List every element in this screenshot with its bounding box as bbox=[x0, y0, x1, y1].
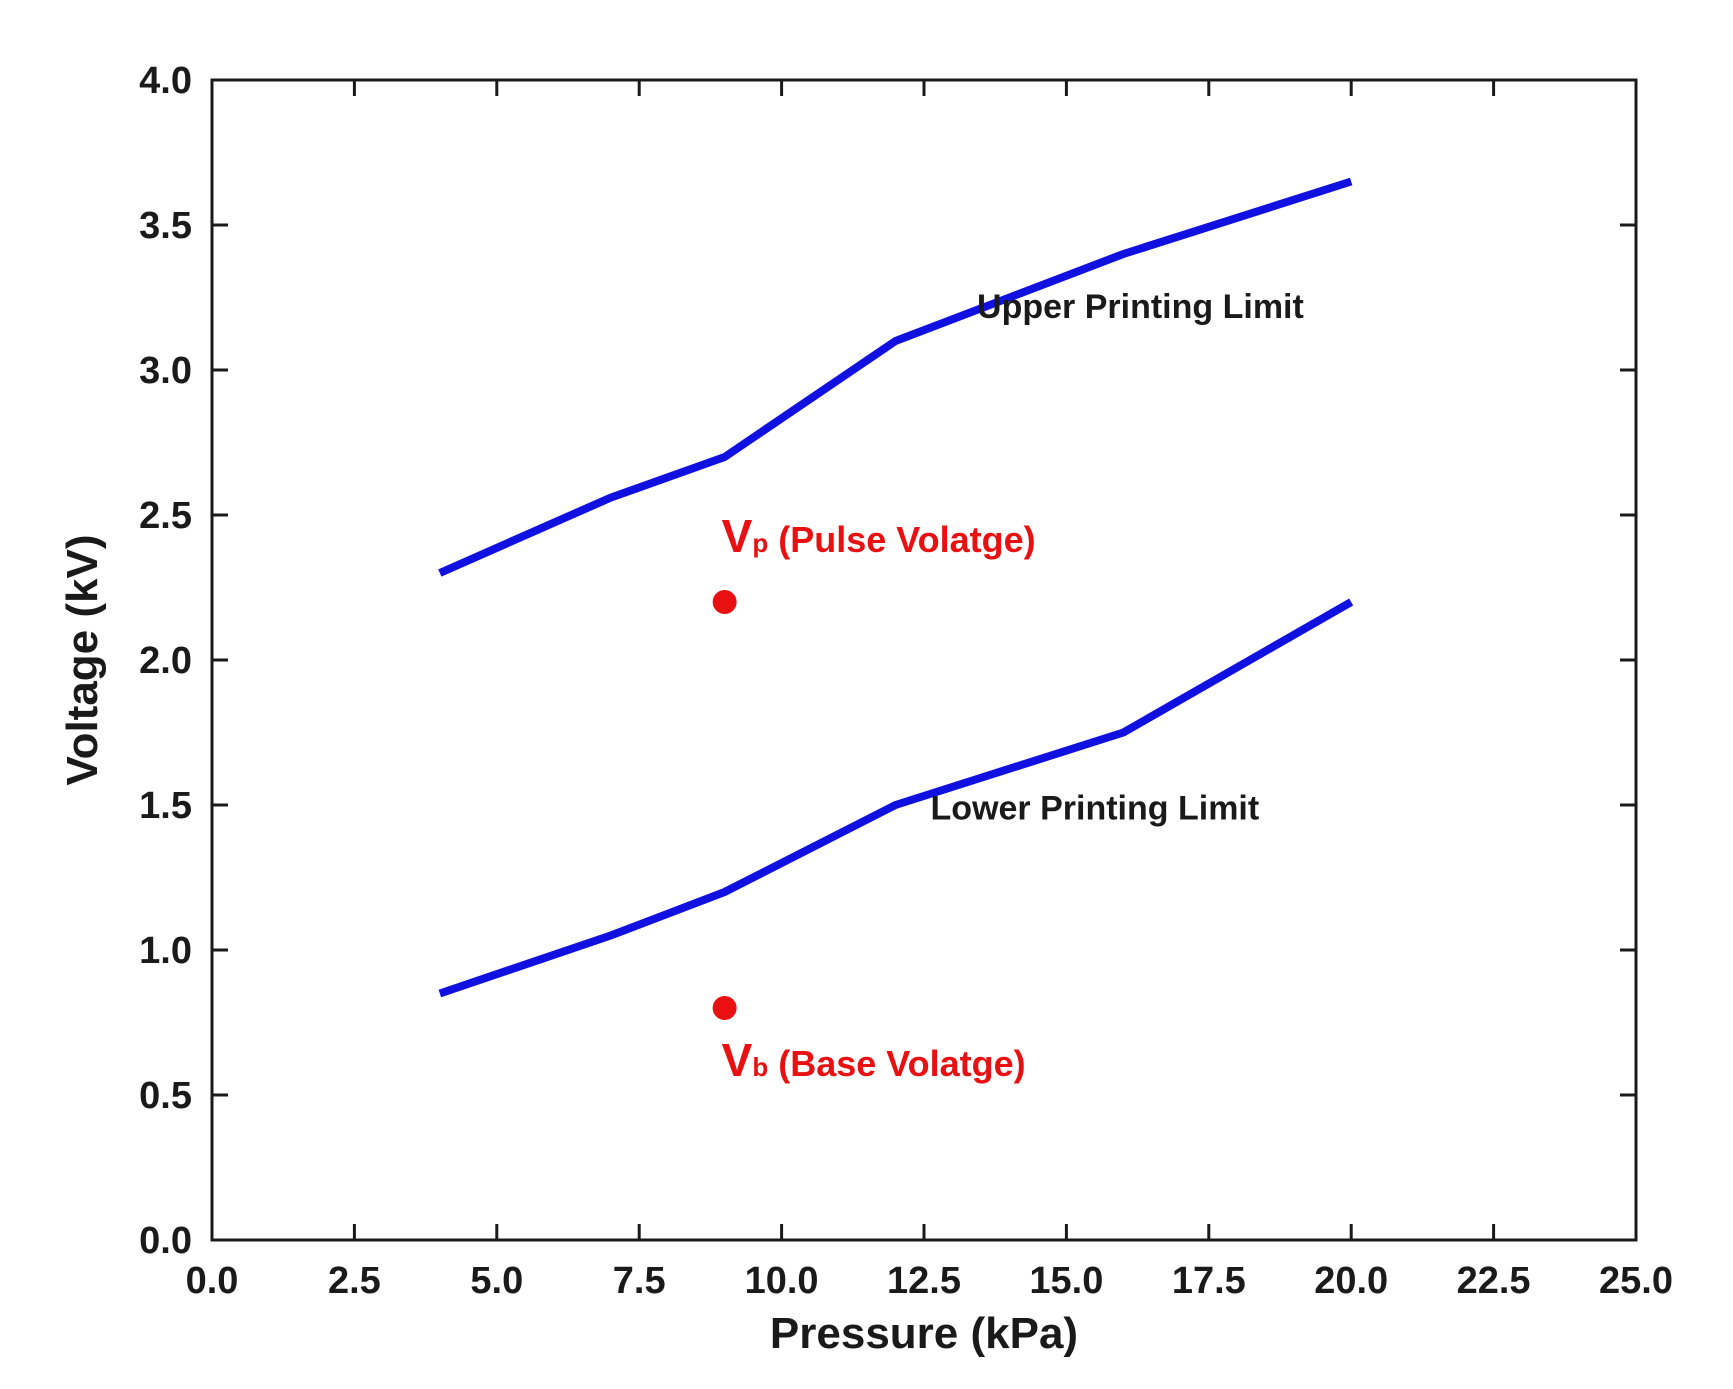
y-tick-label: 2.0 bbox=[139, 640, 192, 682]
series-line-lower bbox=[438, 598, 1354, 998]
x-tick-label: 12.5 bbox=[887, 1260, 961, 1302]
point-marker-vb bbox=[712, 996, 737, 1020]
x-axis-title: Pressure (kPa) bbox=[770, 1309, 1078, 1358]
y-tick-label: 0.5 bbox=[139, 1075, 192, 1117]
x-tick-label: 7.5 bbox=[613, 1260, 666, 1302]
y-tick-label: 1.0 bbox=[139, 930, 192, 972]
y-tick-label: 1.5 bbox=[139, 785, 192, 827]
y-tick-label: 2.5 bbox=[139, 495, 192, 537]
x-tick-label: 15.0 bbox=[1029, 1260, 1103, 1302]
point-marker-vp bbox=[712, 590, 737, 614]
x-tick-label: 20.0 bbox=[1314, 1260, 1388, 1302]
y-axis-title: Voltage (kV) bbox=[58, 534, 107, 785]
y-tick-label: 3.5 bbox=[139, 205, 192, 247]
x-tick-label: 5.0 bbox=[470, 1260, 523, 1302]
series-label: Upper Printing Limit bbox=[977, 288, 1304, 326]
point-label-text: (Pulse Volatge) bbox=[768, 519, 1035, 560]
point-label-subscript: b bbox=[752, 1052, 768, 1082]
x-tick-label: 22.5 bbox=[1457, 1260, 1531, 1302]
point-label-main: V bbox=[722, 510, 753, 562]
x-tick-label: 10.0 bbox=[745, 1260, 819, 1302]
series-label: Lower Printing Limit bbox=[931, 790, 1260, 828]
point-label-vp: Vp (Pulse Volatge) bbox=[722, 510, 1036, 562]
y-tick-label: 3.0 bbox=[139, 350, 192, 392]
series-line-upper bbox=[438, 177, 1353, 577]
point-label-vb: Vb (Base Volatge) bbox=[722, 1034, 1026, 1086]
point-label-text: (Base Volatge) bbox=[768, 1043, 1025, 1084]
point-label-subscript: p bbox=[752, 528, 768, 558]
x-tick-label: 0.0 bbox=[186, 1260, 239, 1302]
point-label-main: V bbox=[722, 1034, 753, 1086]
y-tick-label: 0.0 bbox=[139, 1220, 192, 1262]
x-tick-label: 17.5 bbox=[1172, 1260, 1246, 1302]
y-tick-label: 4.0 bbox=[139, 60, 192, 102]
x-tick-label: 2.5 bbox=[328, 1260, 381, 1302]
x-tick-label: 25.0 bbox=[1599, 1260, 1673, 1302]
